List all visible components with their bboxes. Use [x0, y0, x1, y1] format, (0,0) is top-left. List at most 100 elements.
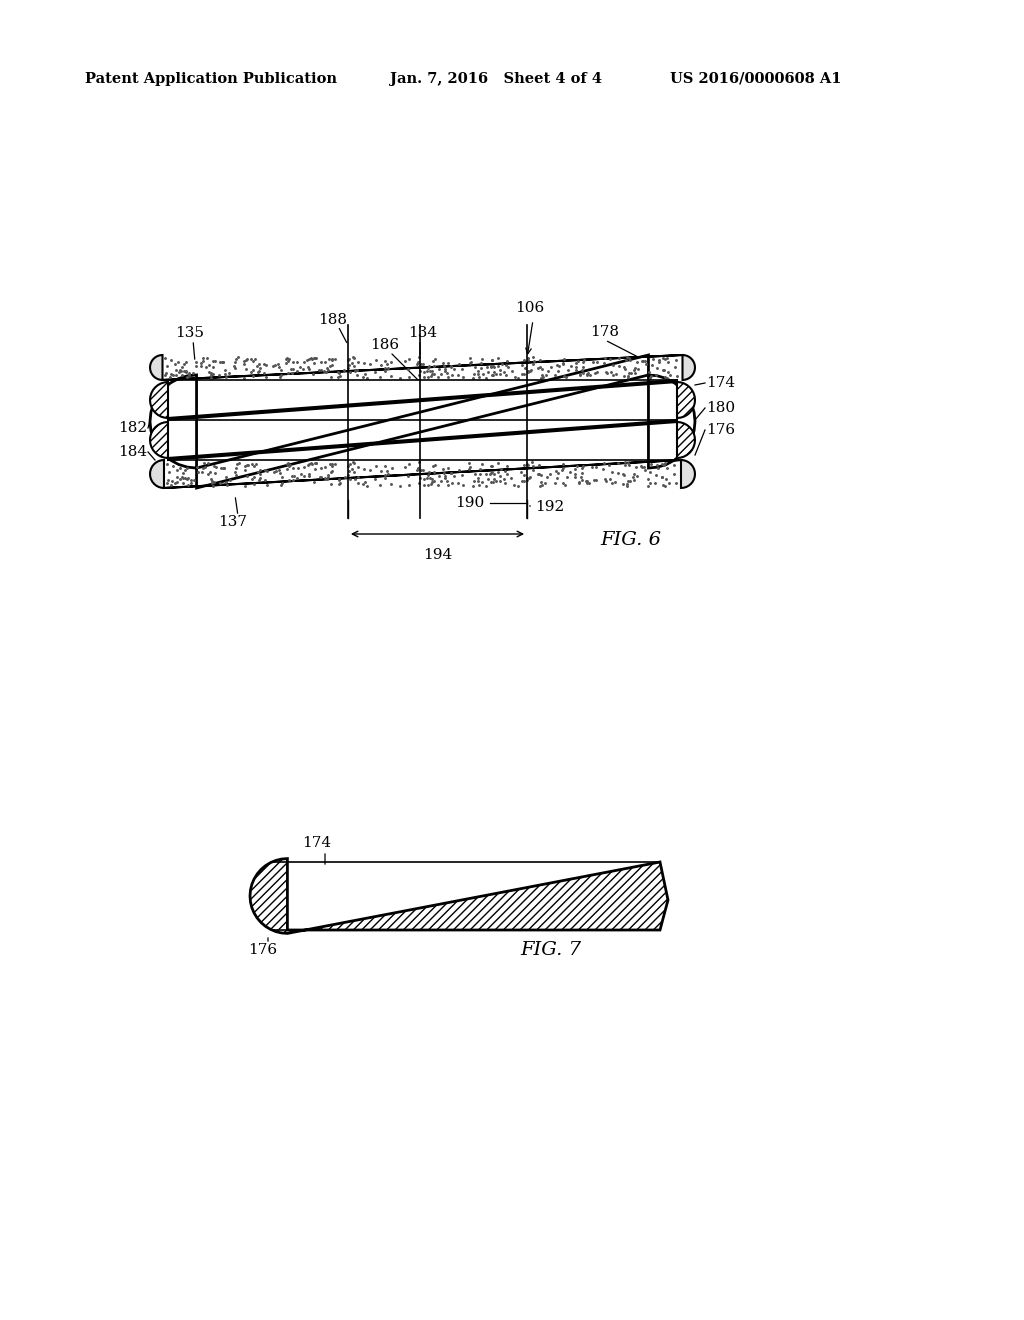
Point [534, 364, 550, 385]
Point [419, 360, 435, 381]
Point [603, 362, 620, 383]
Point [618, 347, 635, 368]
Point [173, 364, 189, 385]
Polygon shape [150, 355, 695, 488]
Point [433, 363, 450, 384]
Point [380, 358, 396, 379]
Point [307, 453, 324, 474]
Point [666, 454, 682, 475]
Point [252, 463, 268, 484]
Point [597, 347, 613, 368]
Point [300, 454, 316, 475]
Point [461, 453, 477, 474]
Point [257, 459, 273, 480]
Point [181, 362, 198, 383]
Point [273, 364, 290, 385]
Text: 192: 192 [535, 500, 564, 513]
Point [300, 463, 316, 484]
Point [615, 366, 632, 387]
Point [655, 360, 672, 381]
Point [207, 462, 223, 483]
Point [412, 360, 428, 381]
Text: 106: 106 [515, 301, 544, 315]
Point [526, 350, 543, 371]
Point [550, 356, 566, 378]
Point [323, 474, 339, 495]
Text: 194: 194 [423, 548, 453, 562]
Point [620, 475, 636, 496]
Point [516, 363, 532, 384]
Point [474, 348, 490, 370]
Point [470, 360, 486, 381]
Point [659, 362, 676, 383]
Point [485, 356, 502, 378]
Point [634, 457, 650, 478]
Point [411, 364, 427, 385]
Point [281, 455, 297, 477]
Text: FIG. 7: FIG. 7 [520, 941, 581, 960]
Point [354, 366, 371, 387]
Point [285, 457, 301, 478]
Point [571, 471, 588, 492]
Point [244, 454, 260, 475]
Point [423, 366, 439, 387]
Point [316, 467, 333, 488]
Point [506, 474, 522, 495]
Point [666, 463, 682, 484]
Point [489, 347, 506, 368]
Point [170, 352, 186, 374]
Point [355, 352, 372, 374]
Point [482, 463, 499, 484]
Point [159, 355, 175, 376]
Point [571, 364, 588, 385]
Point [660, 473, 677, 494]
Point [525, 354, 542, 375]
Point [519, 453, 536, 474]
Point [482, 356, 499, 378]
Point [627, 359, 643, 380]
Point [228, 454, 245, 475]
Point [498, 354, 514, 375]
Point [289, 467, 305, 488]
Point [542, 463, 558, 484]
Point [471, 475, 487, 496]
Point [174, 356, 190, 378]
Point [251, 354, 267, 375]
Point [412, 467, 428, 488]
Point [487, 470, 504, 491]
Point [259, 461, 275, 482]
Point [643, 366, 659, 387]
Point [324, 348, 340, 370]
Point [163, 475, 179, 496]
Point [302, 347, 318, 368]
Point [349, 466, 366, 487]
Point [496, 469, 512, 490]
Point [647, 465, 664, 486]
Point [342, 453, 358, 474]
Point [301, 454, 317, 475]
Point [655, 474, 672, 495]
Point [244, 469, 260, 490]
Point [442, 463, 459, 484]
Point [157, 347, 173, 368]
Polygon shape [150, 420, 695, 459]
Point [579, 473, 595, 494]
Point [554, 458, 570, 479]
Point [205, 356, 221, 378]
Point [610, 356, 627, 378]
Point [478, 475, 495, 496]
Point [654, 467, 671, 488]
Point [668, 350, 684, 371]
Text: 176: 176 [706, 422, 735, 437]
Point [531, 463, 548, 484]
Point [174, 466, 190, 487]
Point [605, 364, 622, 385]
Point [538, 473, 554, 494]
Point [522, 360, 539, 381]
Point [413, 354, 429, 375]
Point [341, 348, 357, 370]
Point [213, 351, 229, 372]
Text: 182: 182 [118, 421, 147, 436]
Point [267, 461, 284, 482]
Point [519, 362, 536, 383]
